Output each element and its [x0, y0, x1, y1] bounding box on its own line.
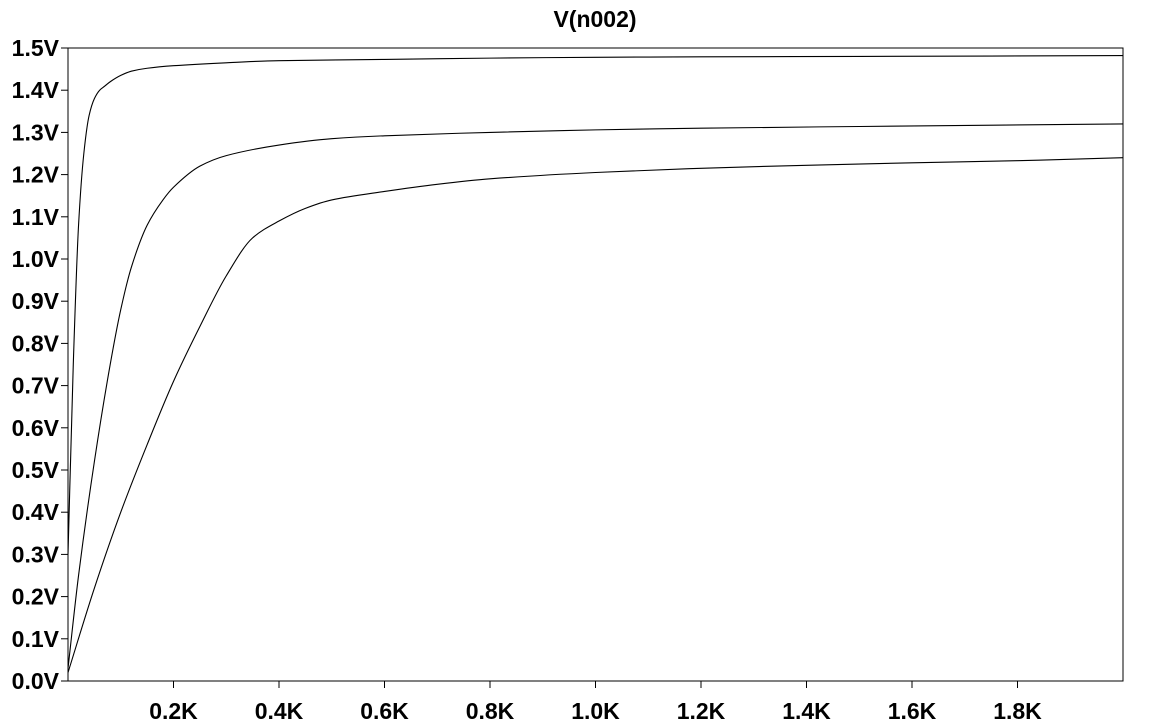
y-tick-label: 0.5V [12, 457, 60, 483]
x-tick-label: 0.8K [466, 698, 515, 724]
x-tick-label: 1.8K [993, 698, 1042, 724]
y-tick-label: 1.4V [12, 77, 60, 103]
y-tick-label: 0.6V [12, 415, 60, 441]
y-tick-label: 1.3V [12, 119, 60, 145]
series-line-3 [67, 157, 1124, 673]
y-tick-label: 0.0V [12, 668, 60, 694]
series-lines [67, 55, 1124, 673]
x-tick-label: 0.2K [149, 698, 198, 724]
series-line-2 [67, 123, 1124, 669]
y-tick-label: 1.2V [12, 162, 60, 188]
x-tick-label: 1.6K [888, 698, 937, 724]
y-tick-label: 0.1V [12, 626, 60, 652]
y-tick-label: 1.5V [12, 35, 60, 61]
x-tick-label: 1.2K [677, 698, 726, 724]
y-tick-label: 1.0V [12, 246, 60, 272]
x-axis-ticks: 0.2K 0.4K 0.6K 0.8K 1.0K 1.2K 1.4K 1.6K 1.8K [149, 681, 1042, 724]
y-tick-label: 0.2V [12, 584, 60, 610]
y-tick-label: 0.4V [12, 499, 60, 525]
y-tick-label: 0.9V [12, 288, 60, 314]
x-tick-label: 1.4K [782, 698, 831, 724]
chart-title: V(n002) [553, 6, 637, 32]
y-tick-label: 0.7V [12, 373, 60, 399]
plot-frame [67, 47, 1124, 682]
y-tick-label: 0.3V [12, 541, 60, 567]
y-tick-label: 0.8V [12, 330, 60, 356]
x-tick-label: 0.4K [255, 698, 304, 724]
x-tick-label: 1.0K [571, 698, 620, 724]
x-tick-label: 0.6K [360, 698, 409, 724]
y-axis-ticks: 0.0V 0.1V 0.2V 0.3V 0.4V 0.5V 0.6V 0.7V 0.8V 0.9V… [12, 35, 68, 694]
y-tick-label: 1.1V [12, 204, 60, 230]
series-line-1 [67, 55, 1124, 555]
